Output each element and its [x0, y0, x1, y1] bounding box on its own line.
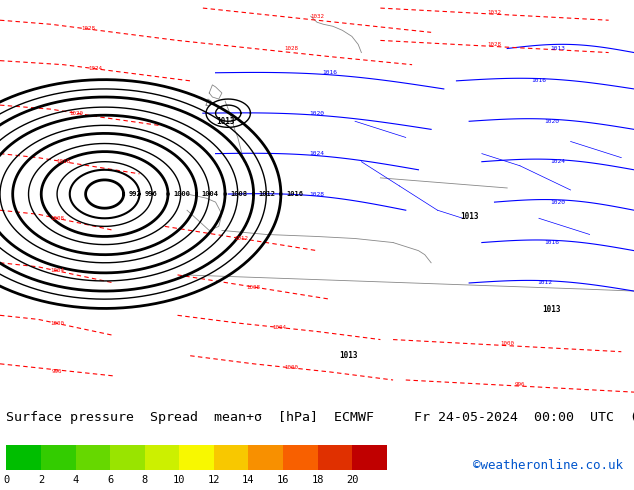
Text: 1016: 1016	[322, 70, 337, 75]
FancyBboxPatch shape	[214, 445, 249, 469]
Text: 1020: 1020	[550, 199, 566, 205]
Text: 1012: 1012	[259, 191, 276, 197]
Text: 8: 8	[141, 475, 148, 486]
Text: 1000: 1000	[500, 341, 514, 346]
Text: 1000: 1000	[173, 191, 190, 197]
Text: 1016: 1016	[544, 240, 559, 245]
Text: 1028: 1028	[82, 26, 96, 31]
Text: ©weatheronline.co.uk: ©weatheronline.co.uk	[473, 459, 623, 472]
Text: 1004: 1004	[202, 191, 219, 197]
Text: 1016: 1016	[286, 191, 303, 197]
FancyBboxPatch shape	[179, 445, 214, 469]
Text: 1008: 1008	[230, 191, 247, 197]
Text: 1012: 1012	[234, 236, 248, 241]
Text: 14: 14	[242, 475, 255, 486]
Text: 1013: 1013	[460, 212, 479, 221]
Text: 1008: 1008	[50, 216, 64, 221]
Text: 1028: 1028	[309, 192, 325, 196]
FancyBboxPatch shape	[75, 445, 110, 469]
Text: 1012: 1012	[538, 280, 553, 286]
Text: 1000: 1000	[50, 321, 64, 326]
Text: 1013: 1013	[216, 117, 235, 126]
Text: 4: 4	[72, 475, 79, 486]
Text: 1004: 1004	[272, 325, 286, 330]
Text: 18: 18	[311, 475, 324, 486]
Text: 1016: 1016	[56, 159, 70, 164]
FancyBboxPatch shape	[318, 445, 352, 469]
Text: 20: 20	[346, 475, 358, 486]
Text: 1013: 1013	[542, 305, 561, 314]
Text: 996: 996	[145, 191, 157, 197]
Text: 1024: 1024	[88, 66, 102, 71]
Text: 6: 6	[107, 475, 113, 486]
Text: 10: 10	[173, 475, 186, 486]
FancyBboxPatch shape	[352, 445, 387, 469]
Text: 1013: 1013	[550, 46, 566, 51]
Text: 1000: 1000	[285, 366, 299, 370]
Text: 1028: 1028	[488, 42, 501, 47]
Text: 1028: 1028	[285, 46, 299, 51]
FancyBboxPatch shape	[6, 445, 41, 469]
Text: 996: 996	[515, 382, 525, 387]
FancyBboxPatch shape	[110, 445, 145, 469]
Text: 1013: 1013	[339, 351, 358, 360]
FancyBboxPatch shape	[41, 445, 75, 469]
Text: 16: 16	[277, 475, 289, 486]
Text: 1024: 1024	[309, 151, 325, 156]
Text: 1016: 1016	[531, 78, 547, 83]
FancyBboxPatch shape	[145, 445, 179, 469]
Text: 1004: 1004	[50, 269, 64, 273]
FancyBboxPatch shape	[283, 445, 318, 469]
Text: 1008: 1008	[247, 285, 261, 290]
Text: 992: 992	[129, 191, 141, 197]
Text: 1024: 1024	[550, 159, 566, 164]
Text: 1032: 1032	[310, 14, 324, 19]
FancyBboxPatch shape	[249, 445, 283, 469]
Text: 1032: 1032	[488, 10, 501, 15]
Text: 1020: 1020	[309, 111, 325, 116]
Text: 12: 12	[207, 475, 220, 486]
Text: Surface pressure  Spread  mean+σ  [hPa]  ECMWF     Fr 24-05-2024  00:00  UTC  (1: Surface pressure Spread mean+σ [hPa] ECM…	[6, 411, 634, 424]
Text: 1020: 1020	[544, 119, 559, 124]
Text: 2: 2	[38, 475, 44, 486]
Text: 996: 996	[52, 369, 62, 374]
Text: 0: 0	[3, 475, 10, 486]
Text: 1020: 1020	[69, 111, 83, 116]
